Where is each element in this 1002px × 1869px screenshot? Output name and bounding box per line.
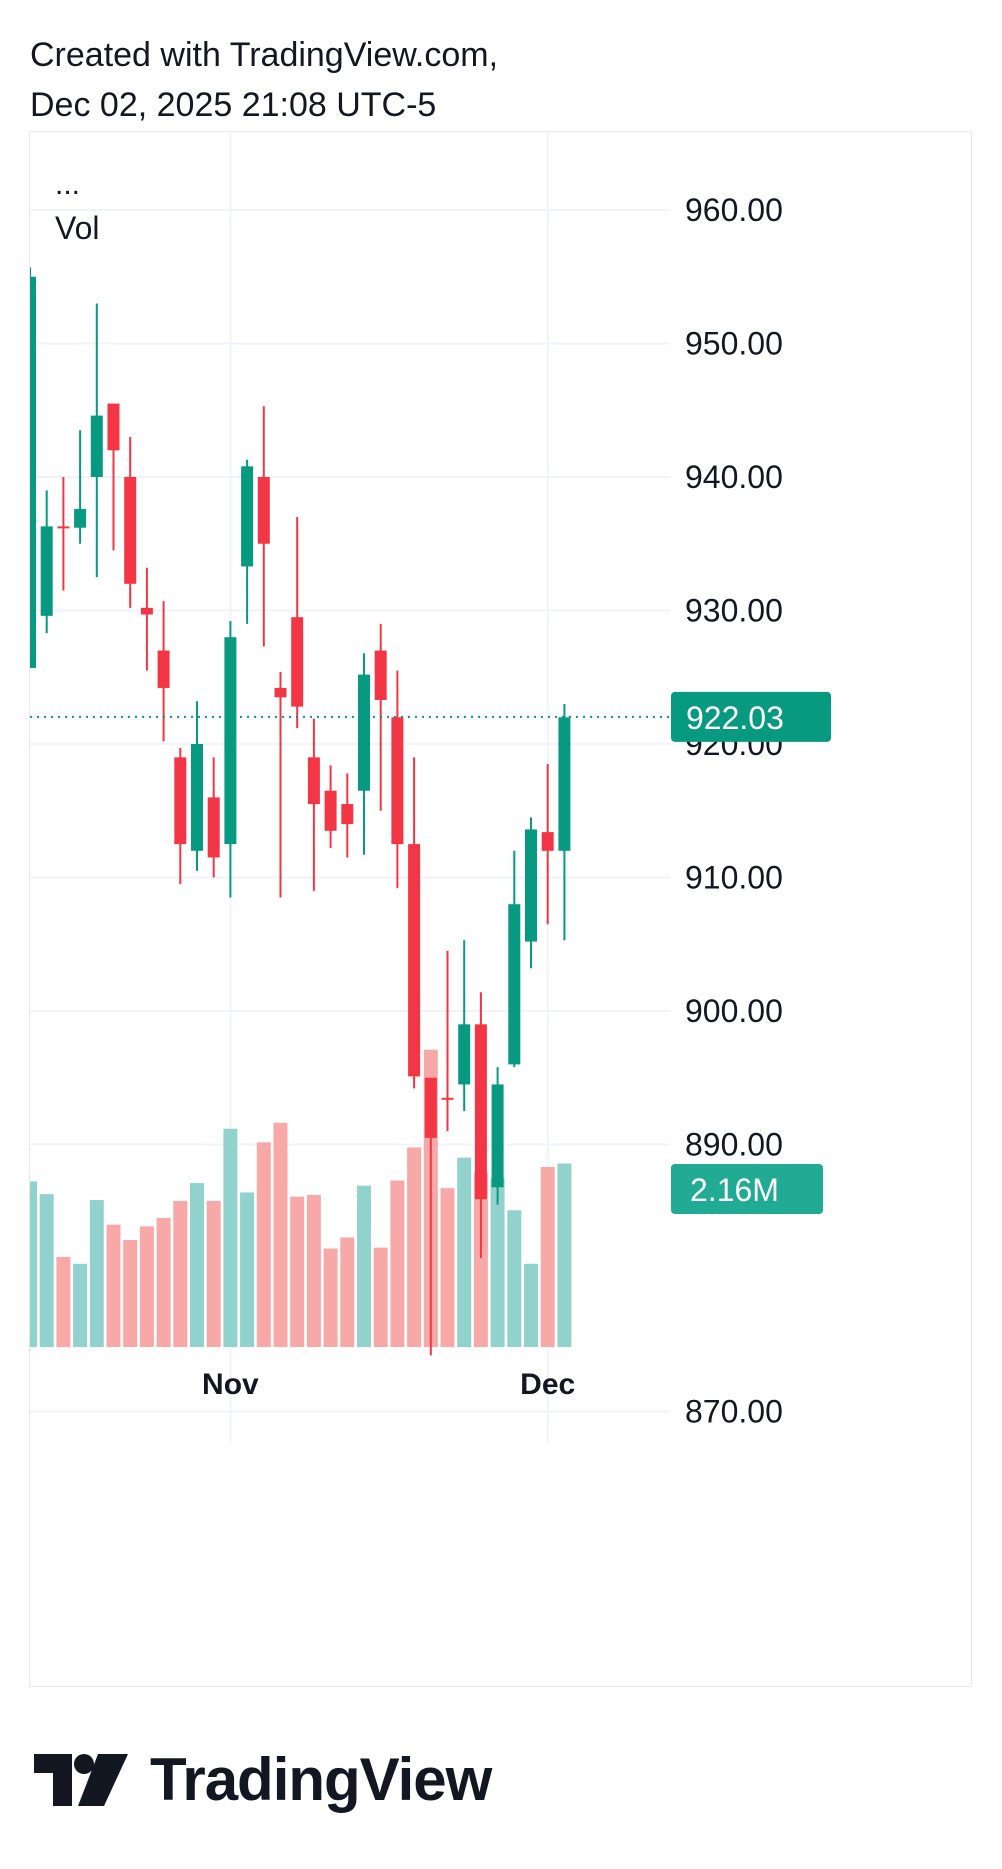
volume-bar [273,1122,288,1347]
candle-body [324,790,337,831]
volume-bar [139,1226,154,1347]
volume-tag: 2.16M [671,1164,823,1214]
volume-bar [123,1239,138,1347]
price-tick-label: 910.00 [685,860,783,896]
volume-bar [173,1200,188,1347]
price-tag: 922.03 [671,691,831,742]
volume-bar [223,1128,238,1347]
candle-body [207,797,220,858]
volume-bar [540,1166,555,1347]
tradingview-logo-text: TradingView [150,1746,492,1813]
volume-bar [206,1200,221,1347]
candle-body [341,804,354,825]
candle-body [291,617,304,707]
candle-body [358,674,370,791]
candle-body [74,509,87,528]
candle-body [224,637,237,845]
candle-body [257,477,270,544]
volume-bar [73,1263,88,1347]
volume-bar [156,1217,171,1347]
price-tick-label: 950.00 [685,326,783,362]
candle-body [458,1024,471,1085]
volume-bar [340,1237,355,1347]
candle-body [140,607,153,615]
tradingview-logo-icon [34,1753,128,1806]
legend-vol-label[interactable]: Vol [55,210,99,246]
volume-bars [30,1049,572,1347]
candle-body [241,466,254,567]
candle-body [408,844,421,1077]
tradingview-logo[interactable]: TradingView [34,1745,492,1814]
legend-ellipsis[interactable]: ... [55,168,80,201]
price-tick-label: 930.00 [685,593,783,629]
price-tag-background [671,691,831,742]
candlestick-chart[interactable]: 960.00950.00940.00930.00920.00910.00900.… [30,132,973,1688]
candle-body [491,1084,504,1188]
volume-bar [290,1196,305,1347]
candle-body [525,829,537,942]
volume-tag-background [671,1164,823,1214]
volume-bar [190,1183,204,1347]
volume-bar [30,1181,37,1347]
candle-body [124,477,137,584]
candle-body [191,744,203,851]
volume-bar [106,1224,121,1347]
volume-bar [524,1263,538,1347]
chart-frame: 960.00 950.00 940.00 930.00 920.00 910.00 900.… [29,131,972,1687]
candle-body [424,1077,437,1138]
chart-header: Created with TradingView.com, Dec 02, 20… [30,30,498,130]
volume-bar [440,1188,455,1347]
candle-body [558,717,571,851]
candle-body [441,1097,454,1100]
price-axis[interactable]: 960.00950.00940.00930.00920.00910.00900.… [685,192,783,1430]
volume-bar [507,1210,522,1347]
volume-bar [407,1147,422,1347]
volume-bar [306,1194,321,1347]
volume-bar [373,1247,388,1347]
created-with-text: Created with TradingView.com, [30,36,499,74]
volume-bar [473,1172,488,1347]
volume-tag-label: 2.16M [690,1172,779,1208]
candle-body [107,403,120,451]
price-tick-label: 890.00 [685,1127,783,1163]
price-tag-label: 922.03 [686,700,784,736]
volume-bar [240,1192,255,1347]
candle-body [40,526,53,616]
volume-bar [390,1180,405,1347]
candle-body [30,276,36,668]
volume-bar [357,1185,371,1347]
candle-body [541,832,554,851]
candles [30,267,571,1356]
volume-bar [323,1248,338,1347]
candle-body [90,415,103,477]
volume-bar [557,1163,572,1347]
time-label-nov: Nov [202,1368,259,1401]
candle-body [474,1024,487,1200]
volume-bar [39,1194,54,1347]
timestamp-text: Dec 02, 2025 21:08 UTC-5 [30,86,437,124]
time-axis[interactable]: Nov Dec [202,1368,575,1401]
time-label-dec: Dec [520,1368,575,1401]
candle-body [57,526,70,529]
candle-body [157,650,170,688]
price-tick-label: 960.00 [685,192,783,228]
volume-bar [256,1142,271,1347]
candle-body [274,687,287,698]
price-tick-label: 870.00 [685,1394,783,1430]
candle-body [374,650,387,700]
candle-body [508,904,521,1065]
price-tick-label: 900.00 [685,993,783,1029]
volume-bar [89,1200,104,1347]
candle-body [391,717,404,845]
volume-bar [490,1177,505,1347]
volume-bar [457,1157,472,1347]
candle-body [174,757,187,845]
candle-body [307,757,320,805]
volume-bar [56,1256,71,1347]
price-tick-label: 940.00 [685,459,783,495]
